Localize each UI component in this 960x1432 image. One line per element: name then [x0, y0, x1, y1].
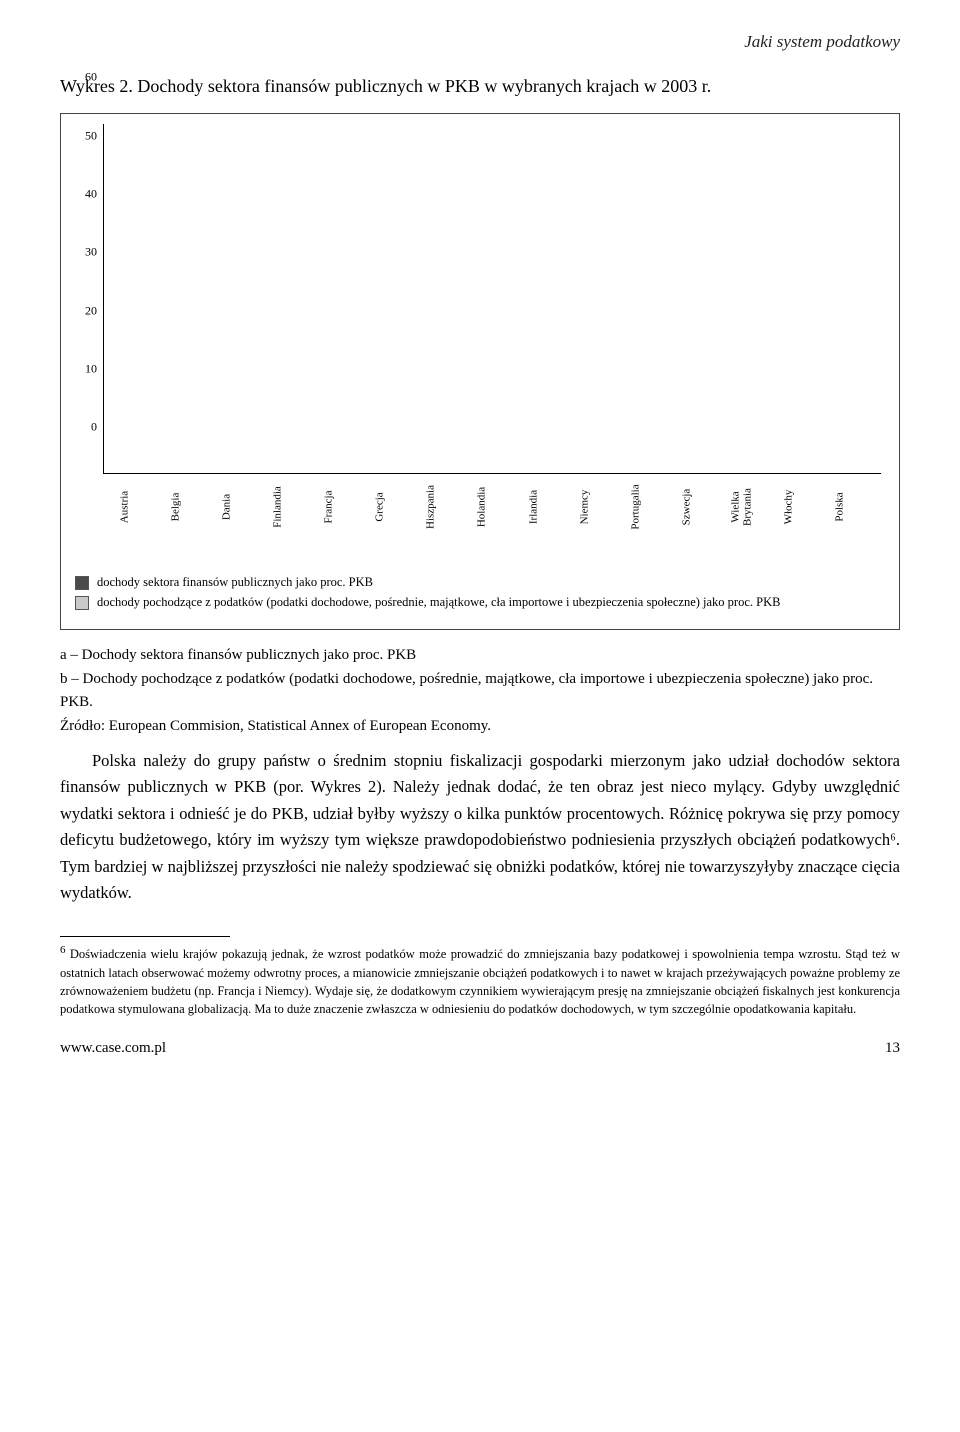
x-tick-label: Dania [220, 481, 254, 532]
footer-url: www.case.com.pl [60, 1038, 166, 1059]
x-tick-label: Belgia [169, 481, 203, 532]
legend-item-a: dochody sektora finansów publicznych jak… [75, 574, 885, 592]
page-footer: www.case.com.pl 13 [60, 1038, 900, 1059]
y-tick-label: 20 [85, 302, 97, 319]
x-tick-label: Hiszpania [424, 481, 458, 532]
chart-legend: dochody sektora finansów publicznych jak… [75, 574, 885, 612]
x-tick-label: Finlandia [271, 481, 305, 532]
body-paragraph: Polska należy do grupy państw o średnim … [60, 748, 900, 906]
y-tick-label: 40 [85, 185, 97, 202]
x-tick-label: WielkaBrytania [730, 481, 764, 532]
x-tick-label: Francja [322, 481, 356, 532]
legend-swatch-b [75, 596, 89, 610]
body-text-content: Polska należy do grupy państw o średnim … [60, 748, 900, 906]
footnote-text: Doświadczenia wielu krajów pokazują jedn… [60, 947, 900, 1015]
plot-region [103, 124, 881, 474]
legend-swatch-a [75, 576, 89, 590]
y-axis-labels: 0102030405060 [75, 124, 101, 474]
x-tick-label: Włochy [781, 481, 815, 532]
legend-item-b: dochody pochodzące z podatków (podatki d… [75, 594, 885, 612]
y-tick-label: 50 [85, 127, 97, 144]
x-tick-label: Austria [118, 481, 152, 532]
page-header-category: Jaki system podatkowy [60, 30, 900, 54]
bars-group [104, 124, 881, 473]
footnote: 6 Doświadczenia wielu krajów pokazują je… [60, 943, 900, 1018]
x-tick-label: Niemcy [577, 481, 611, 532]
legend-label-b: dochody pochodzące z podatków (podatki d… [97, 594, 780, 612]
y-tick-label: 10 [85, 360, 97, 377]
x-tick-label: Holandia [475, 481, 509, 532]
chart-plot-area: 0102030405060 AustriaBelgiaDaniaFinlandi… [103, 124, 881, 504]
chart-container: 0102030405060 AustriaBelgiaDaniaFinlandi… [60, 113, 900, 630]
y-tick-label: 30 [85, 244, 97, 261]
footnote-rule [60, 936, 230, 937]
footnote-marker: 6 [60, 944, 66, 956]
x-axis-labels: AustriaBelgiaDaniaFinlandiaFrancjaGrecja… [103, 474, 881, 508]
caption-source: Źródło: European Commision, Statistical … [60, 715, 900, 738]
chart-caption: a – Dochody sektora finansów publicznych… [60, 644, 900, 738]
x-tick-label: Grecja [373, 481, 407, 532]
y-tick-label: 60 [85, 69, 97, 86]
x-tick-label: Szwecja [679, 481, 713, 532]
caption-line-a: a – Dochody sektora finansów publicznych… [60, 644, 900, 667]
chart-title: Wykres 2. Dochody sektora finansów publi… [60, 74, 900, 99]
legend-label-a: dochody sektora finansów publicznych jak… [97, 574, 373, 592]
footer-page-number: 13 [885, 1038, 900, 1059]
y-tick-label: 0 [91, 419, 97, 436]
x-tick-label: Polska [832, 481, 866, 532]
x-tick-label: Irlandia [526, 481, 560, 532]
caption-line-b: b – Dochody pochodzące z podatków (podat… [60, 668, 900, 713]
x-tick-label: Portugalia [628, 481, 662, 532]
